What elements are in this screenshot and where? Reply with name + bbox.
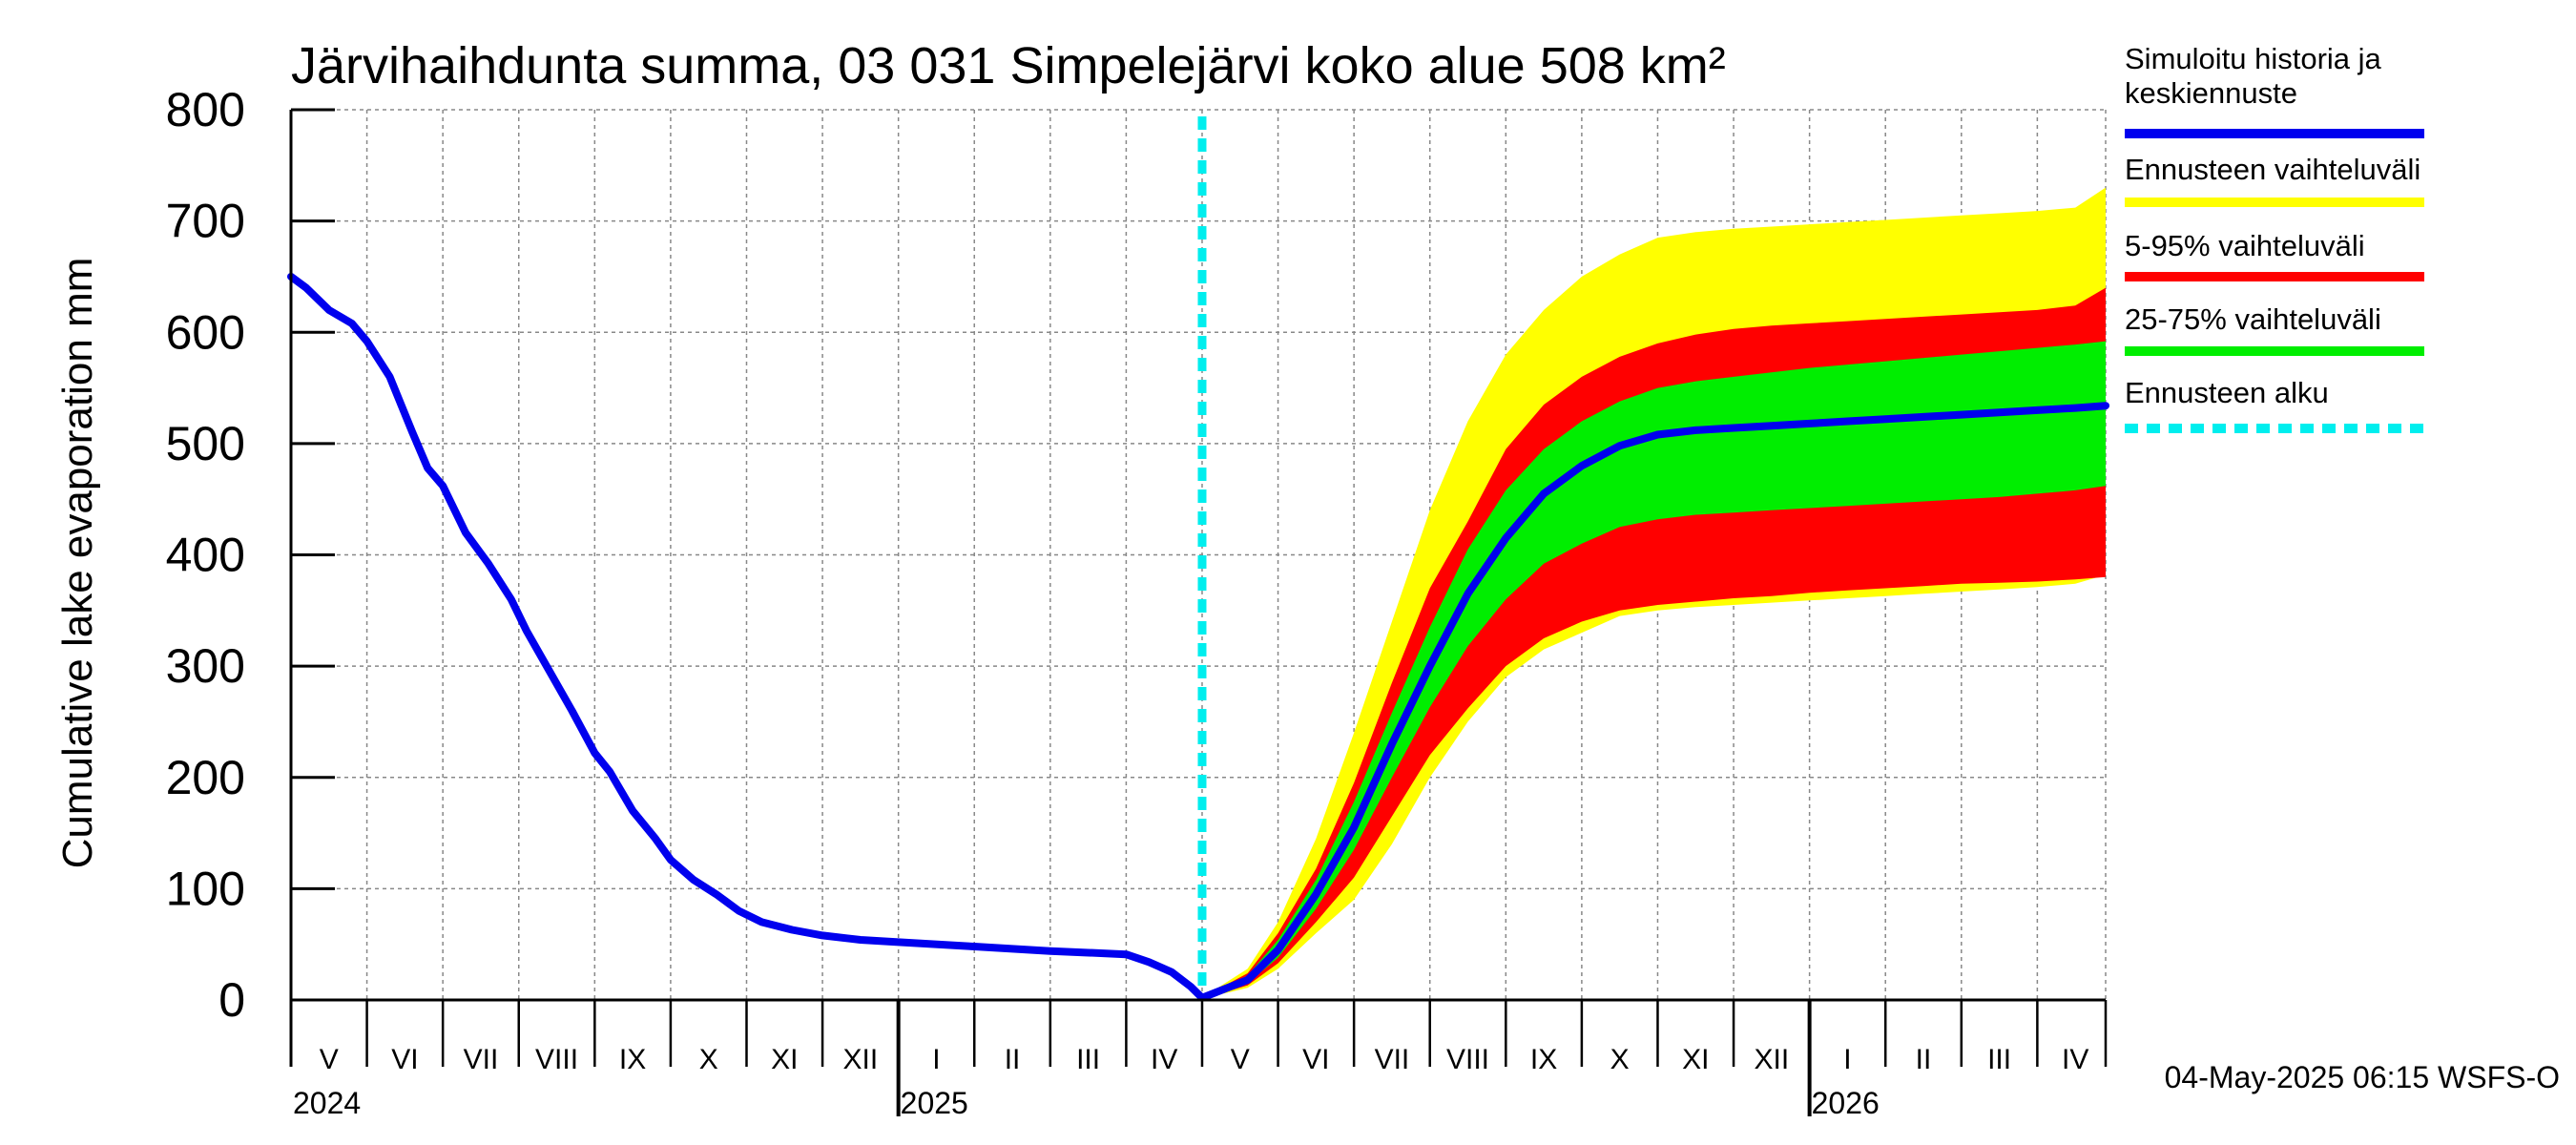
y-tick-label: 100	[166, 862, 245, 915]
month-label: III	[1076, 1044, 1100, 1075]
legend-label: 25-75% vaihteluväli	[2125, 302, 2381, 336]
month-label: XI	[1682, 1044, 1709, 1075]
y-tick-label: 700	[166, 195, 245, 248]
month-label: II	[1916, 1044, 1932, 1075]
forecast-bands	[1202, 187, 2106, 998]
legend-item: Ennusteen vaihteluväli	[2125, 153, 2424, 207]
y-tick-label: 200	[166, 751, 245, 804]
y-tick-label: 600	[166, 305, 245, 359]
month-label: X	[699, 1044, 718, 1075]
y-ticks: 0 100 200 300 400 500 600 700 800	[166, 83, 335, 1027]
year-label: 2026	[1812, 1086, 1880, 1120]
month-label: IV	[1151, 1044, 1177, 1075]
legend-label: Ennusteen vaihteluväli	[2125, 153, 2420, 186]
y-tick-label: 0	[218, 973, 245, 1027]
x-axis-month-labels: V VI VII VIII IX X XI XII I II III IV V VI VII VIII IX X X…	[293, 1044, 2088, 1120]
month-label: VIII	[535, 1044, 578, 1075]
month-label: XII	[1754, 1044, 1789, 1075]
month-label: VIII	[1446, 1044, 1489, 1075]
history-line	[287, 272, 1206, 1002]
month-label: VII	[464, 1044, 499, 1075]
month-label: VI	[391, 1044, 418, 1075]
median-forecast-line	[1198, 402, 2109, 1002]
month-label: XI	[771, 1044, 798, 1075]
month-label: II	[1005, 1044, 1021, 1075]
legend-label: Simuloitu historia ja	[2125, 42, 2382, 75]
month-label: X	[1610, 1044, 1630, 1075]
year-label: 2024	[293, 1086, 361, 1120]
month-label: XII	[843, 1044, 879, 1075]
legend-item: 25-75% vaihteluväli	[2125, 302, 2424, 356]
y-tick-label: 800	[166, 83, 245, 136]
y-tick-label: 500	[166, 417, 245, 470]
y-tick-label: 400	[166, 529, 245, 582]
month-label: I	[932, 1044, 940, 1075]
legend-label: keskiennuste	[2125, 76, 2297, 110]
month-label: I	[1843, 1044, 1851, 1075]
y-tick-label: 300	[166, 639, 245, 693]
footer-timestamp: 04-May-2025 06:15 WSFS-O	[2165, 1060, 2560, 1094]
month-label: IX	[1530, 1044, 1557, 1075]
legend-item: 5-95% vaihteluväli	[2125, 229, 2424, 281]
month-label: IX	[619, 1044, 646, 1075]
month-label: III	[1987, 1044, 2011, 1075]
legend-label: Ennusteen alku	[2125, 376, 2329, 409]
legend-item: Ennusteen alku	[2125, 376, 2424, 433]
year-label: 2025	[901, 1086, 968, 1120]
legend-label: 5-95% vaihteluväli	[2125, 229, 2365, 262]
y-axis-label: Cumulative lake evaporation mm	[54, 258, 101, 869]
month-label: V	[1231, 1044, 1250, 1075]
month-label: VII	[1375, 1044, 1410, 1075]
month-label: VI	[1302, 1044, 1329, 1075]
chart-title: Järvihaihdunta summa, 03 031 Simpelejärv…	[291, 37, 1726, 94]
series-lines	[287, 116, 2109, 1002]
axes	[289, 110, 2108, 1116]
month-label: IV	[2062, 1044, 2088, 1075]
month-label: V	[320, 1044, 339, 1075]
